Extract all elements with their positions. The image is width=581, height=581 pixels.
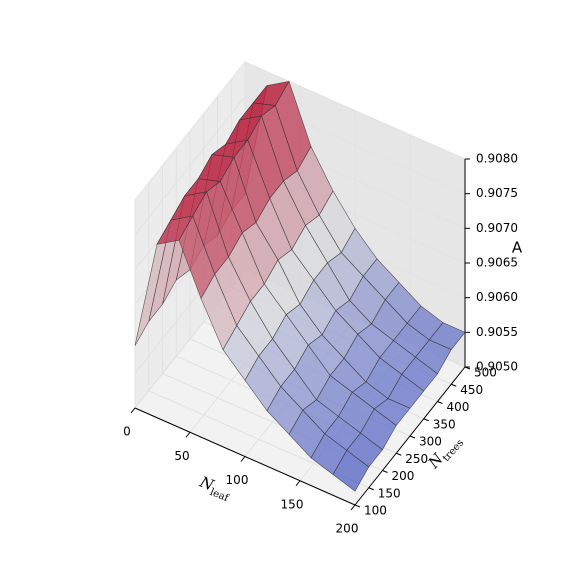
y-tick-label: 150 bbox=[378, 486, 401, 500]
y-tick-label: 100 bbox=[364, 504, 387, 518]
x-tick-label: 150 bbox=[281, 497, 304, 511]
grid-line bbox=[134, 61, 246, 201]
y-tick bbox=[451, 383, 457, 387]
y-tick bbox=[437, 401, 443, 404]
y-tick bbox=[409, 435, 416, 439]
y-tick-label: 300 bbox=[419, 435, 442, 449]
z-tick-label: 0.9075 bbox=[476, 186, 518, 200]
z-tick-label: 0.9065 bbox=[476, 256, 518, 270]
y-tick-label: 200 bbox=[392, 469, 415, 483]
x-tick-label: 200 bbox=[336, 522, 359, 536]
y-tick bbox=[382, 470, 388, 473]
z-tick-label: 0.9080 bbox=[476, 152, 518, 166]
x-tick-label: 0 bbox=[123, 425, 131, 439]
z-tick-label: 0.9055 bbox=[476, 325, 518, 339]
x-tick-label: 100 bbox=[226, 473, 249, 487]
x-tick-label: 50 bbox=[174, 449, 189, 463]
x-tick bbox=[350, 504, 356, 511]
y-tick-label: 500 bbox=[474, 366, 497, 380]
y-tick-label: 450 bbox=[460, 383, 483, 397]
x-tick bbox=[240, 456, 246, 462]
y-tick-label: 400 bbox=[447, 400, 470, 414]
grid-line bbox=[134, 96, 246, 235]
x-label-sub: leaf bbox=[208, 486, 231, 504]
x-tick bbox=[295, 480, 301, 487]
y-tick bbox=[423, 418, 429, 422]
y-tick-label: 250 bbox=[405, 452, 428, 466]
grid-line bbox=[244, 61, 466, 160]
y-tick-label: 350 bbox=[433, 417, 456, 431]
y-tick bbox=[396, 452, 402, 456]
x-tick bbox=[130, 407, 136, 414]
y-tick bbox=[368, 487, 374, 491]
surface-patch bbox=[332, 449, 370, 492]
z-tick-label: 0.9050 bbox=[476, 360, 518, 374]
y-label-sub: trees bbox=[440, 437, 465, 464]
y-tick bbox=[354, 504, 361, 508]
z-axis-label: A bbox=[512, 239, 523, 257]
x-tick bbox=[185, 431, 191, 438]
z-tick-label: 0.9060 bbox=[476, 290, 518, 304]
z-tick-label: 0.9070 bbox=[476, 221, 518, 235]
